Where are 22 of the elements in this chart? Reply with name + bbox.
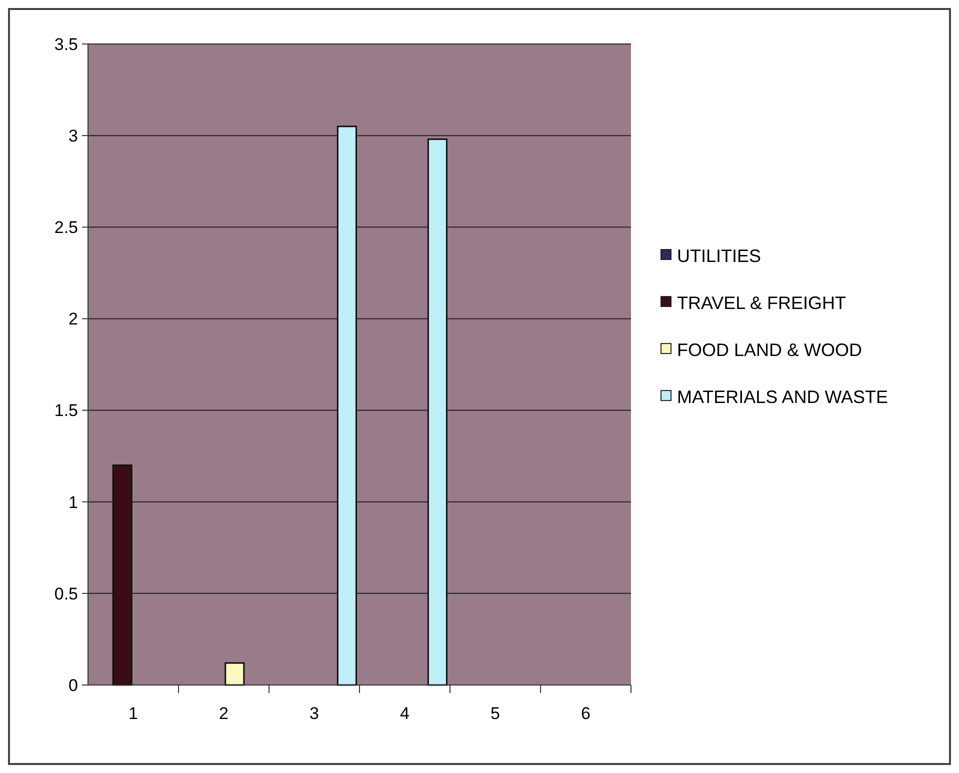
legend-label: UTILITIES: [677, 246, 762, 266]
bar: [112, 464, 132, 686]
y-tick-label: 3.5: [54, 34, 78, 54]
y-tick-label: 0.5: [54, 584, 78, 604]
bar: [427, 138, 448, 686]
x-tick-label: 6: [581, 704, 590, 723]
y-tick-label: 2: [68, 310, 78, 329]
x-tick-label: 5: [490, 704, 500, 723]
x-tick-label: 4: [400, 704, 410, 723]
y-tick-label: 1.5: [54, 401, 78, 420]
x-tick-label: 1: [128, 704, 138, 723]
x-tick-label: 2: [219, 704, 228, 723]
y-tick-label: 3: [68, 126, 78, 146]
legend-label: TRAVEL & FREIGHT: [677, 292, 846, 313]
bar: [336, 126, 357, 686]
legend-label: FOOD LAND & WOOD: [677, 340, 862, 360]
y-tick-label: 1: [68, 492, 78, 512]
x-tick-label: 3: [310, 704, 319, 723]
bar: [224, 662, 245, 686]
y-tick-label: 0: [68, 676, 78, 695]
legend-label: MATERIALS AND WASTE: [677, 386, 888, 407]
y-tick-label: 2.5: [54, 218, 78, 238]
